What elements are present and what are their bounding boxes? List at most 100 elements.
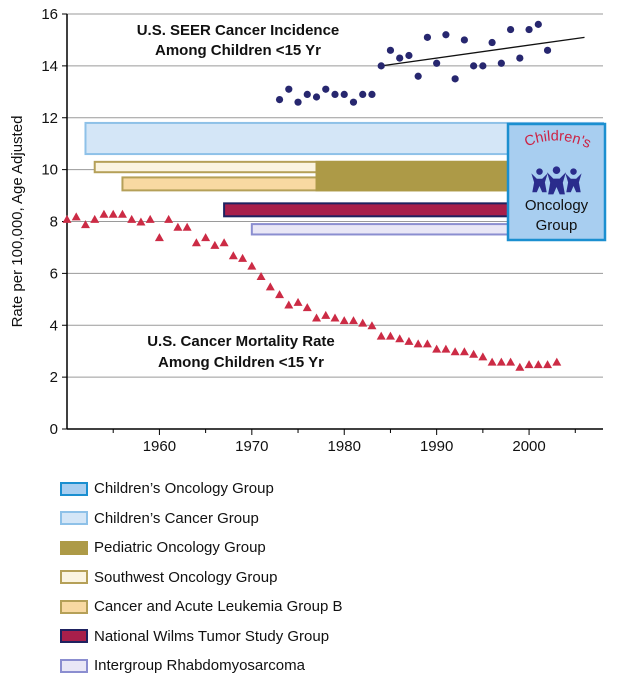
y-tick-label: 2: [50, 369, 58, 386]
incidence-point: [285, 85, 293, 93]
mortality-point: [385, 331, 395, 340]
legend-swatch: [60, 540, 88, 555]
mortality-point: [136, 217, 146, 226]
mortality-point: [256, 271, 266, 280]
mortality-annotation-line1: U.S. Cancer Mortality Rate: [147, 333, 335, 350]
incidence-point: [331, 90, 339, 99]
incidence-point: [433, 59, 441, 67]
mortality-point: [99, 209, 109, 218]
mortality-point: [358, 318, 368, 327]
mortality-point: [312, 313, 322, 322]
legend-item: Cancer and Acute Leukemia Group B: [60, 592, 342, 622]
incidence-point: [377, 62, 385, 70]
legend-item: Children’s Oncology Group: [60, 474, 342, 504]
mortality-point: [108, 209, 118, 218]
mortality-point: [348, 316, 358, 325]
people-icon: [531, 166, 582, 195]
incidence-point: [451, 75, 459, 83]
data-points: [62, 20, 585, 371]
legend-swatch: [60, 629, 88, 644]
mortality-point: [450, 347, 460, 356]
x-tick-label: 1990: [420, 438, 453, 455]
incidence-point: [312, 93, 321, 101]
mortality-point: [422, 339, 432, 348]
mortality-point: [469, 349, 479, 358]
legend: Children’s Oncology Group Children’s Canc…: [60, 474, 342, 681]
incidence-point: [294, 98, 302, 106]
legend-label: Children’s Cancer Group: [94, 509, 259, 527]
person-body: [547, 172, 566, 195]
x-tick-label: 1970: [235, 438, 268, 455]
legend-item: Intergroup Rhabdomyosarcoma: [60, 651, 342, 681]
mortality-point: [247, 261, 257, 270]
mortality-point: [302, 303, 312, 312]
annotations: U.S. SEER Cancer Incidence Among Children…: [137, 22, 340, 371]
incidence-point: [414, 72, 422, 80]
person-body: [565, 173, 582, 193]
incidence-point: [488, 38, 496, 47]
mortality-point: [265, 282, 275, 291]
mortality-point: [367, 321, 377, 330]
mortality-point: [496, 357, 506, 366]
incidence-point: [525, 25, 533, 34]
mortality-point: [201, 233, 211, 242]
y-tick-label: 4: [50, 317, 58, 334]
incidence-point: [322, 85, 330, 93]
mortality-point: [441, 344, 451, 353]
mortality-point: [145, 214, 155, 223]
mortality-point: [238, 253, 248, 262]
x-tick-label: 1960: [143, 438, 176, 455]
mortality-point: [275, 290, 285, 299]
incidence-annotation-line1: U.S. SEER Cancer Incidence: [137, 22, 340, 39]
incidence-point: [405, 51, 413, 60]
legend-label: Cancer and Acute Leukemia Group B: [94, 598, 343, 616]
mortality-point: [395, 334, 405, 343]
mortality-point: [533, 360, 543, 369]
mortality-point: [459, 347, 469, 356]
legend-label: Children’s Oncology Group: [94, 480, 274, 498]
y-tick-label: 12: [41, 110, 58, 127]
cog-badge-line3: Group: [536, 217, 578, 234]
mortality-point: [321, 310, 331, 319]
person-body: [531, 173, 548, 193]
incidence-point: [470, 62, 478, 70]
legend-swatch: [60, 658, 88, 673]
y-tick-label: 14: [41, 58, 58, 75]
mortality-point: [487, 357, 497, 366]
incidence-point: [359, 90, 367, 99]
person-head: [570, 168, 577, 175]
mortality-point: [127, 214, 137, 223]
legend-item: National Wilms Tumor Study Group: [60, 622, 342, 652]
y-tick-label: 6: [50, 265, 58, 282]
incidence-point: [460, 36, 468, 44]
mortality-point: [191, 238, 201, 247]
incidence-point: [534, 20, 542, 28]
incidence-point: [275, 95, 284, 104]
incidence-point: [479, 62, 487, 70]
y-tick-label: 0: [50, 421, 58, 438]
mortality-point: [339, 316, 349, 325]
mortality-point: [219, 238, 229, 247]
mortality-point: [62, 214, 72, 223]
legend-label: Intergroup Rhabdomyosarcoma: [94, 657, 305, 675]
legend-swatch: [60, 599, 88, 614]
y-axis-label: Rate per 100,000, Age Adjusted: [9, 116, 26, 328]
person-head: [552, 166, 561, 174]
mortality-point: [432, 344, 442, 353]
incidence-point: [368, 90, 376, 99]
legend-item: Pediatric Oncology Group: [60, 533, 342, 563]
person-head: [536, 168, 543, 175]
mortality-point: [228, 251, 238, 260]
cog-badge-title: Children's: [522, 128, 593, 152]
legend-item: Southwest Oncology Group: [60, 563, 342, 593]
y-tick-label: 16: [41, 6, 58, 23]
mortality-point: [71, 212, 81, 221]
incidence-point: [543, 46, 552, 54]
axes: 0 2 4 6 8 10 12 14 16 1960 1970 1980 1990 2000 Rate pe…: [9, 6, 603, 455]
chart: 0 2 4 6 8 10 12 14 16 1960 1970 1980 1990 2000 Rate pe…: [9, 6, 607, 455]
legend-label: Southwest Oncology Group: [94, 568, 278, 586]
mortality-point: [404, 336, 414, 345]
mortality-point: [284, 300, 294, 309]
legend-label: National Wilms Tumor Study Group: [94, 627, 330, 645]
incidence-point: [516, 54, 524, 62]
